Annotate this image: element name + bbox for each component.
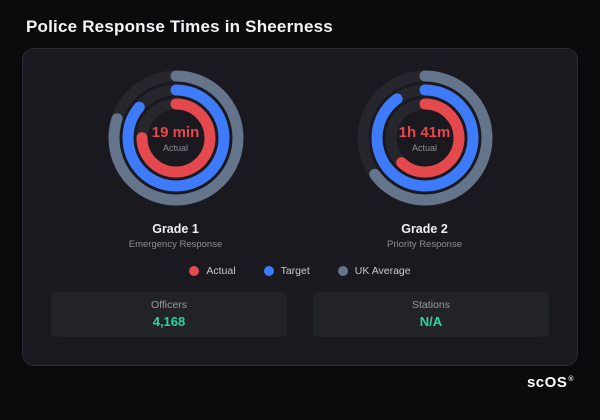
stat-value: N/A — [419, 314, 443, 329]
brand-logo: scOS® — [527, 374, 574, 391]
gauge-grade-2: 1h 41m Actual Grade 2 Priority Response — [350, 63, 500, 250]
gauges-row: 19 min Actual Grade 1 Emergency Response… — [51, 63, 549, 250]
legend-item-target[interactable]: Target — [263, 265, 310, 277]
gauge-subtitle: Priority Response — [387, 239, 462, 250]
page-footer: scOS® — [0, 366, 600, 391]
chart-legend: Actual Target UK Average — [51, 265, 549, 277]
gauge-caption: Grade 1 Emergency Response — [101, 222, 251, 250]
registered-mark-icon: ® — [568, 376, 574, 383]
dashboard-card: 19 min Actual Grade 1 Emergency Response… — [22, 48, 578, 366]
gauge-rings-svg — [108, 70, 243, 206]
gauge-rings-svg — [357, 70, 492, 206]
gauge-title: Grade 2 — [401, 222, 448, 236]
gauge-rings-grade-1: 19 min Actual — [101, 63, 251, 213]
gauge-title: Grade 1 — [152, 222, 199, 236]
legend-dot-uk-average-icon — [337, 266, 348, 276]
legend-item-actual[interactable]: Actual — [189, 265, 236, 277]
stat-label: Stations — [412, 299, 450, 311]
gauge-rings-grade-2: 1h 41m Actual — [350, 63, 500, 213]
stat-value: 4,168 — [152, 314, 186, 329]
legend-label: Actual — [206, 265, 236, 277]
legend-dot-actual-icon — [189, 266, 200, 276]
legend-dot-target-icon — [263, 266, 274, 276]
page-header: Police Response Times in Sheerness — [0, 0, 600, 48]
gauge-caption: Grade 2 Priority Response — [350, 222, 500, 250]
legend-label: UK Average — [354, 265, 411, 277]
brand-text: scOS — [526, 374, 568, 391]
stat-label: Officers — [151, 299, 187, 311]
stat-officers: Officers 4,168 — [51, 292, 287, 337]
page-title: Police Response Times in Sheerness — [26, 17, 333, 36]
legend-item-uk-average[interactable]: UK Average — [337, 265, 411, 277]
stat-stations: Stations N/A — [313, 292, 549, 337]
stats-row: Officers 4,168 Stations N/A — [51, 292, 549, 337]
gauge-subtitle: Emergency Response — [128, 239, 223, 250]
gauge-grade-1: 19 min Actual Grade 1 Emergency Response — [101, 63, 251, 250]
legend-label: Target — [280, 265, 310, 277]
